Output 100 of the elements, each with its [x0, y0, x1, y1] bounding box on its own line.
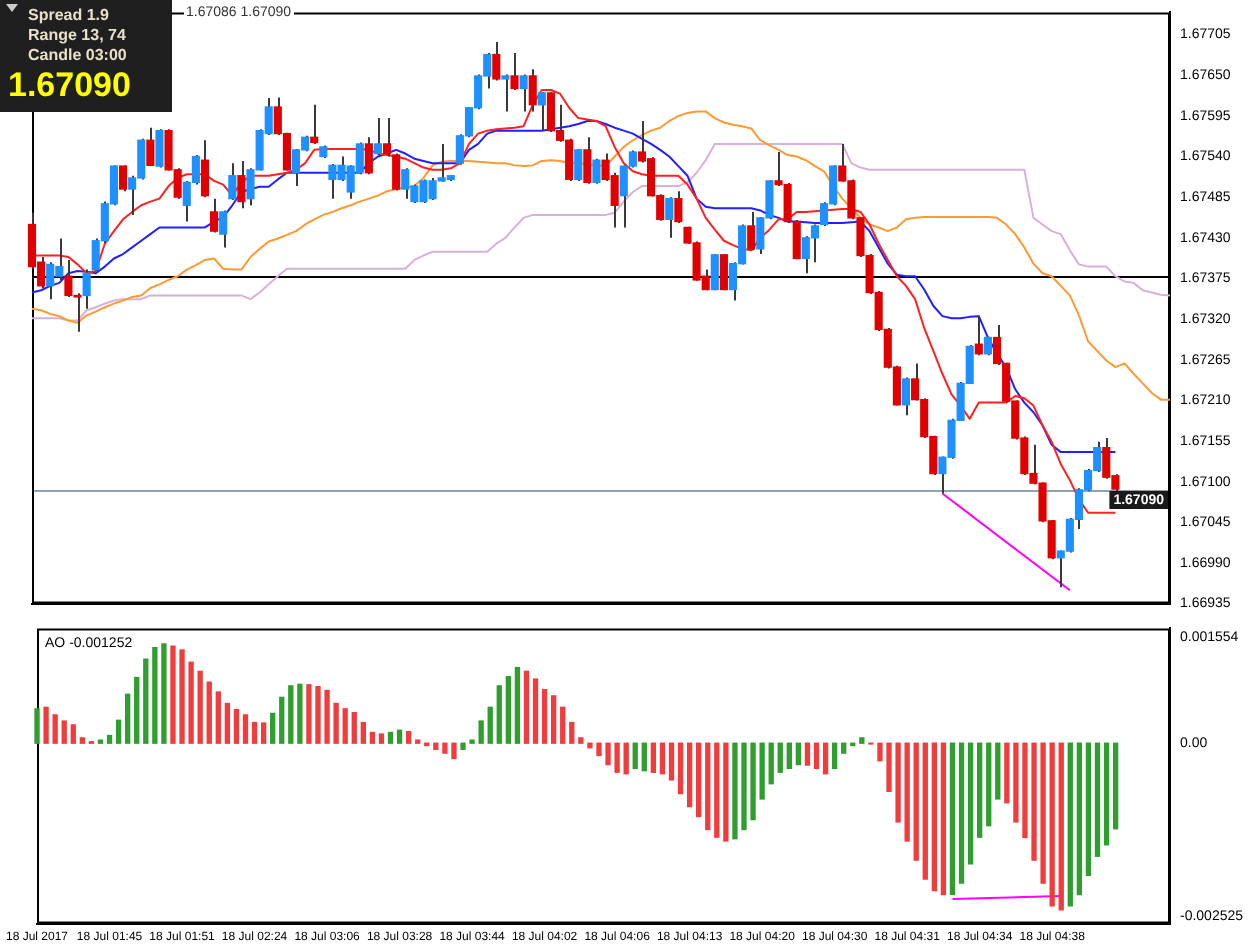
bar: [686, 742, 693, 808]
candlestick: [710, 253, 719, 292]
bar: [79, 737, 85, 744]
bar: [768, 742, 774, 785]
bar: [1112, 742, 1119, 830]
bar: [841, 742, 847, 754]
bar: [505, 676, 511, 744]
bar: [197, 670, 203, 744]
candlestick: [373, 117, 383, 157]
bar: [922, 742, 928, 880]
bar: [351, 712, 357, 744]
bar: [668, 742, 675, 781]
bar: [541, 689, 548, 744]
candlestick: [46, 261, 55, 301]
bar: [650, 742, 657, 773]
bar: [1103, 742, 1110, 846]
candlestick: [719, 253, 728, 292]
bar: [233, 708, 240, 744]
bar: [1085, 742, 1092, 877]
bar: [822, 742, 829, 775]
candlestick: [401, 167, 410, 200]
candlestick: [492, 40, 501, 82]
bar: [106, 734, 113, 744]
candlestick: [237, 159, 246, 210]
bar: [931, 742, 937, 892]
bar: [260, 722, 267, 744]
candlestick: [901, 376, 911, 417]
bar: [125, 693, 131, 744]
candlestick: [228, 162, 237, 202]
candlestick: [519, 73, 528, 113]
candlestick: [747, 210, 756, 252]
bar: [396, 729, 403, 744]
bar: [777, 742, 783, 773]
bar: [224, 702, 231, 744]
bar: [1094, 742, 1101, 857]
bar: [342, 708, 348, 744]
bar: [387, 731, 394, 744]
candlestick: [583, 136, 592, 185]
bar: [958, 742, 965, 884]
bar: [977, 742, 983, 838]
bar: [714, 742, 720, 838]
bar: [723, 742, 729, 842]
bar: [1049, 742, 1055, 907]
candlestick: [155, 128, 164, 169]
bar: [369, 731, 376, 744]
bar: [949, 742, 956, 895]
candlestick: [528, 68, 537, 113]
bar: [913, 742, 919, 861]
bar: [795, 742, 802, 766]
bar: [279, 696, 285, 744]
candlestick: [974, 314, 983, 357]
bar: [569, 721, 575, 744]
bar: [270, 712, 276, 744]
bar: [487, 706, 493, 744]
bar: [859, 737, 865, 744]
bar: [134, 676, 140, 744]
bar: [940, 742, 947, 896]
bar: [70, 724, 76, 744]
bar: [1058, 742, 1064, 911]
annotation: Range 13, 74: [28, 26, 128, 46]
bar: [433, 742, 439, 750]
bar: [360, 721, 366, 744]
bar: [641, 742, 647, 772]
bar: [206, 681, 212, 744]
bar: [378, 733, 385, 744]
candlestick: [310, 103, 319, 145]
bar: [34, 708, 40, 744]
bar: [659, 742, 666, 775]
bar: [61, 720, 67, 744]
annotation: Candle 03:00: [28, 46, 129, 66]
bar: [514, 666, 521, 744]
bar: [288, 685, 294, 744]
candlestick: [592, 157, 601, 185]
bar: [496, 685, 502, 744]
bar: [251, 721, 258, 744]
bar: [560, 706, 566, 744]
bar: [831, 742, 838, 770]
candlestick: [501, 73, 510, 113]
annotation: 1.67090: [8, 66, 133, 104]
candlestick: [210, 197, 219, 234]
bar: [705, 742, 711, 831]
annotation: Spread 1.9: [28, 6, 111, 26]
bar: [551, 695, 557, 744]
bar: [623, 742, 629, 775]
bar: [967, 742, 974, 865]
bar: [632, 742, 638, 770]
bar: [1067, 742, 1073, 907]
candlestick: [146, 126, 155, 168]
candlestick: [574, 148, 583, 182]
bar: [405, 731, 412, 744]
bar: [995, 742, 1001, 800]
bar: [804, 742, 811, 766]
bar: [986, 742, 992, 827]
candlestick: [200, 139, 210, 199]
bar: [1076, 742, 1083, 896]
bar: [143, 658, 149, 744]
candlestick: [118, 164, 128, 193]
candlestick: [665, 196, 674, 239]
bar: [215, 691, 221, 744]
bar: [532, 678, 539, 744]
